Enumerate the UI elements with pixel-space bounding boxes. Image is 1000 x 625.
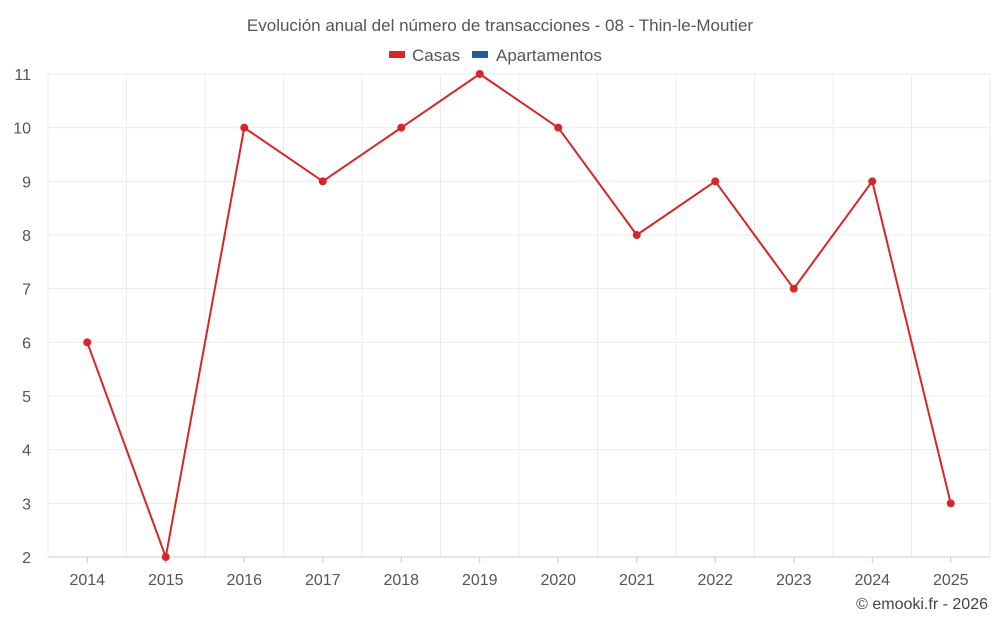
x-tick-label: 2022: [697, 572, 733, 589]
axes: 2 3 4 5 6 7 8 9 10 11 2014 2015 2016 2017 2018 2019 2020…: [13, 67, 990, 589]
x-tick-label: 2021: [619, 572, 655, 589]
data-point-casas-2021[interactable]: [632, 231, 641, 239]
legend-swatch-casas: [389, 51, 405, 58]
x-tick-label: 2020: [540, 572, 576, 589]
y-tick-label: 9: [22, 174, 31, 191]
y-tick-label: 5: [22, 389, 31, 406]
data-point-casas-2014[interactable]: [83, 338, 92, 347]
data-point-casas-2015[interactable]: [161, 553, 170, 561]
x-tick-label: 2014: [69, 572, 105, 589]
data-point-casas-2018[interactable]: [397, 123, 406, 132]
x-tick-label: 2019: [462, 572, 498, 589]
credit-text: © emooki.fr - 2026: [856, 596, 988, 613]
x-tick-label: 2017: [305, 572, 341, 589]
x-tick-label: 2025: [933, 572, 969, 589]
series-casas: [83, 70, 955, 561]
data-point-casas-2023[interactable]: [789, 284, 798, 293]
y-tick-label: 7: [22, 282, 31, 299]
gridlines: [47, 73, 991, 557]
data-point-casas-2025[interactable]: [946, 499, 955, 508]
y-tick-label: 4: [22, 443, 31, 460]
legend-item-apartamentos[interactable]: Apartamentos: [472, 46, 602, 65]
y-tick-label: 2: [22, 550, 31, 567]
series-line-casas: [86, 73, 952, 558]
y-tick-label: 6: [22, 335, 31, 352]
x-tick-label: 2018: [383, 572, 419, 589]
x-tick-label: 2015: [148, 572, 184, 589]
y-tick-label: 8: [22, 228, 31, 245]
data-point-casas-2019[interactable]: [475, 70, 484, 78]
data-point-casas-2020[interactable]: [554, 123, 563, 132]
data-point-casas-2024[interactable]: [868, 177, 877, 186]
data-point-casas-2022[interactable]: [711, 177, 720, 186]
legend-item-casas[interactable]: Casas: [389, 46, 460, 65]
x-tick-label: 2024: [854, 572, 890, 589]
data-point-casas-2017[interactable]: [318, 177, 327, 186]
x-tick-label: 2016: [226, 572, 262, 589]
chart-title: Evolución anual del número de transaccio…: [247, 16, 754, 35]
legend: Casas Apartamentos: [389, 46, 602, 65]
y-tick-label: 3: [22, 496, 31, 513]
data-point-casas-2016[interactable]: [240, 123, 249, 132]
x-tick-label: 2023: [776, 572, 812, 589]
y-tick-label: 11: [14, 67, 31, 84]
legend-swatch-apartamentos: [472, 51, 488, 58]
legend-label-apartamentos: Apartamentos: [496, 46, 602, 65]
y-tick-label: 10: [13, 121, 31, 138]
legend-label-casas: Casas: [412, 46, 460, 65]
